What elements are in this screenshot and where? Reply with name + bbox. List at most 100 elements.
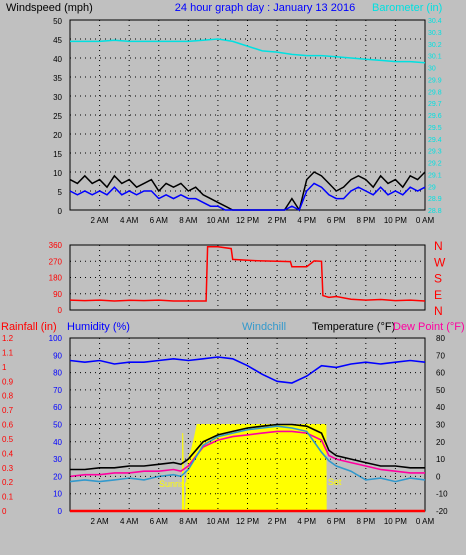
right-tick-label: 28.8 [428,208,442,215]
x-tick-label: 8 PM [356,216,375,225]
right-tick-label: 29.5 [428,125,442,132]
right-tick-label: 30.4 [428,18,442,25]
rain-tick-label: 0.6 [2,421,14,430]
temperature-tick-label: 70 [436,351,445,360]
left-tick-label: 20 [53,131,62,140]
grid-3 [70,338,425,511]
direction-tick-label: 90 [53,290,62,299]
left-tick-label: 25 [53,112,62,121]
solar-area [181,424,327,512]
humidity-tick-label: 70 [53,386,62,395]
right-tick-label: 29.4 [428,137,442,144]
compass-label: N [434,304,443,318]
series-line-4 [69,430,425,478]
rain-tick-label: 0.2 [2,478,14,487]
legend-dewpoint: Dew Point (°F) [393,321,465,333]
legend-windchill: Windchill [242,321,286,333]
x-tick-label: 2 PM [268,517,287,526]
left-ticks-1: 0 5 10 15 20 25 30 35 40 45 50 [53,17,62,216]
temperature-tick-label: 40 [436,403,445,412]
humidity-tick-label: 90 [53,351,62,360]
left-tick-label: 35 [53,74,62,83]
x-tick-label: 4 AM [120,216,139,225]
left-ticks-2: 0 90 180 270 360 [49,241,63,315]
left-tick-label: 15 [53,150,62,159]
rain-tick-label: 1.2 [2,334,14,343]
right-tick-label: 29.7 [428,101,442,108]
right-tick-label: 30.3 [428,30,442,37]
series-line-3 [69,182,426,212]
humidity-tick-label: 40 [53,438,62,447]
right-tick-label: 29.2 [428,161,442,168]
x-tick-label: 12 PM [236,517,259,526]
legend-rainfall: Rainfall (in) [1,321,57,333]
grid-2 [70,245,425,310]
x-tick-label: 2 AM [90,216,109,225]
x-tick-label: 4 PM [297,216,316,225]
x-tick-label: 0 AM [416,216,435,225]
direction-line [69,246,426,302]
series-line-2 [69,356,426,384]
x-tick-label: 2 AM [90,517,109,526]
left-tick-label: 5 [58,188,63,197]
temperature-tick-label: 10 [436,455,445,464]
series-group-1 [69,38,426,212]
x-tick-label: 10 AM [207,517,230,526]
right-tick-label: 29.1 [428,172,442,179]
rain-tick-label: 0.8 [2,392,14,401]
temperature-tick-label: -10 [436,490,448,499]
rain-tick-label: 0 [2,507,7,516]
left-tick-label: 0 [58,207,63,216]
humidity-tick-label: 100 [49,334,63,343]
x-tick-label: 8 AM [179,517,198,526]
legend-temperature: Temperature (°F) [312,321,395,333]
left-tick-label: 45 [53,36,62,45]
compass-label: N [434,239,443,253]
rain-tick-label: 0.3 [2,464,14,473]
x-tick-label: 6 AM [150,517,169,526]
right-axis-title: Barometer (in) [372,2,442,14]
temperature-tick-label: -20 [436,507,448,516]
right-tick-label: 29 [428,184,436,191]
temperature-tick-label: 80 [436,334,445,343]
left-tick-label: 10 [53,169,62,178]
right-tick-label: 29.6 [428,113,442,120]
x-tick-label: 12 PM [236,216,259,225]
rain-tick-label: 0.9 [2,377,14,386]
rain-tick-label: 0.4 [2,449,14,458]
temperature-tick-label: 60 [436,369,445,378]
rain-tick-label: 1.1 [2,348,14,357]
humidity-tick-label: 60 [53,403,62,412]
temperature-humidity-chart: Rainfall (in) Humidity (%) Windchill Tem… [1,321,465,526]
legend-humidity: Humidity (%) [67,321,130,333]
x-ticks-3: 2 AM 4 AM 6 AM 8 AM 10 AM 12 PM 2 PM 4 PM 6 PM 8 … [90,517,434,526]
left-axis-title: Windspeed (mph) [6,2,93,14]
x-tick-label: 6 PM [327,517,346,526]
direction-tick-label: 360 [49,241,63,250]
right-tick-label: 30.1 [428,54,442,61]
compass-label: E [434,288,442,302]
sunrise-label: Sunrise [159,479,190,489]
sun-annotations: Sunrise Set [159,477,342,489]
x-tick-label: 0 AM [416,517,435,526]
right-tick-label: 28.9 [428,196,442,203]
temperature-tick-label: 50 [436,386,445,395]
x-tick-label: 6 PM [327,216,346,225]
temperature-tick-label: 30 [436,421,445,430]
series-line-1 [70,38,426,64]
direction-tick-label: 270 [49,257,63,266]
humidity-tick-label: 30 [53,455,62,464]
x-tick-label: 10 PM [384,216,407,225]
temperature-tick-label: 20 [436,438,445,447]
wind-barometer-chart: Windspeed (mph) 24 hour graph day : Janu… [6,2,442,225]
compass-label: W [434,255,446,269]
humidity-tick-label: 80 [53,369,62,378]
left-tick-label: 40 [53,55,62,64]
right-tick-label: 30.2 [428,42,442,49]
right-tick-label: 29.3 [428,149,442,156]
ticks-3: 0 0.1 0.2 0.3 0.4 0.5 0.6 0.7 0.8 0.9 1 1.1 1.2 0 10 20… [2,334,448,516]
x-tick-label: 2 PM [268,216,287,225]
